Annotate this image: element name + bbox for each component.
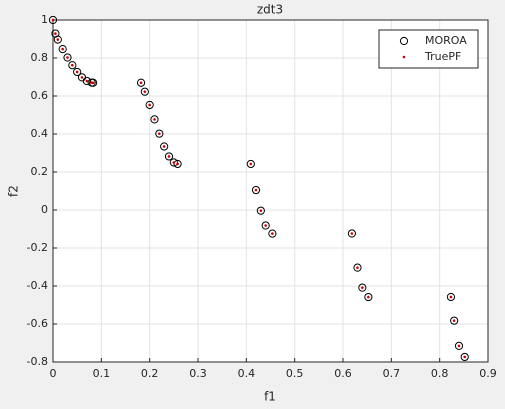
x-tick-label: 0.1 — [93, 367, 111, 380]
y-axis-label: f2 — [7, 185, 21, 197]
point — [261, 221, 270, 230]
point — [56, 38, 60, 41]
x-axis-label: f1 — [264, 390, 276, 404]
point — [158, 132, 161, 135]
legend-label: MOROA — [425, 34, 467, 47]
point — [347, 229, 356, 238]
point — [150, 115, 159, 124]
point — [173, 159, 182, 169]
y-tick-label: -0.6 — [27, 317, 48, 330]
x-tick-label: 0.8 — [431, 367, 449, 380]
point — [160, 142, 169, 151]
point — [367, 295, 370, 299]
point — [68, 61, 77, 70]
point — [446, 292, 456, 302]
point — [454, 341, 464, 351]
point — [145, 100, 154, 110]
point — [450, 316, 459, 325]
point — [48, 15, 58, 25]
point — [153, 118, 156, 121]
point — [176, 162, 179, 166]
point — [256, 206, 265, 215]
x-tick-label: 0.9 — [479, 367, 497, 380]
point — [136, 78, 146, 87]
point — [61, 47, 64, 51]
point — [172, 161, 176, 164]
y-tick-label: 0.4 — [31, 127, 49, 140]
y-tick-label: 1 — [41, 13, 48, 26]
point — [402, 55, 406, 59]
plot-area — [53, 20, 488, 362]
point — [254, 188, 258, 192]
point — [169, 158, 178, 167]
point — [364, 292, 373, 302]
y-tick-label: -0.4 — [27, 279, 48, 292]
legend-label: TruePF — [424, 50, 461, 63]
legend-box — [378, 29, 479, 69]
y-tick-label: 0.6 — [31, 89, 49, 102]
point — [140, 87, 149, 96]
point — [54, 32, 57, 35]
point — [80, 76, 84, 79]
point — [53, 35, 62, 44]
point — [361, 286, 364, 289]
chart-title: zdt3 — [257, 3, 283, 17]
point — [51, 18, 55, 22]
axes-box — [52, 19, 489, 363]
y-tick-label: 0.2 — [31, 165, 49, 178]
point — [71, 63, 74, 67]
x-tick-label: 0.6 — [334, 367, 352, 380]
point — [460, 352, 469, 362]
point — [356, 266, 359, 269]
point — [148, 103, 151, 107]
point — [463, 355, 467, 359]
point — [167, 155, 171, 158]
point — [457, 344, 461, 348]
y-tick-label: 0.8 — [31, 51, 49, 64]
y-tick-label: -0.8 — [27, 355, 48, 368]
point — [58, 45, 67, 54]
x-tick-label: 0.2 — [141, 367, 159, 380]
point — [264, 224, 267, 227]
point — [164, 152, 174, 161]
point — [259, 209, 263, 212]
point — [82, 76, 91, 86]
y-tick-label: -0.2 — [27, 241, 48, 254]
x-tick-label: 0.5 — [286, 367, 304, 380]
point — [155, 129, 164, 138]
point — [449, 295, 453, 299]
point — [66, 56, 69, 59]
point — [249, 162, 253, 166]
point — [246, 159, 255, 169]
point — [85, 79, 89, 83]
point — [73, 67, 82, 77]
point — [358, 283, 367, 292]
point — [399, 36, 409, 46]
point — [271, 232, 274, 235]
point — [75, 70, 79, 74]
point — [350, 232, 354, 235]
point — [143, 90, 147, 93]
x-tick-label: 0.4 — [238, 367, 256, 380]
x-tick-label: 0.7 — [383, 367, 401, 380]
x-tick-label: 0 — [50, 367, 57, 380]
point — [91, 81, 95, 85]
x-tick-label: 0.3 — [189, 367, 207, 380]
point — [162, 145, 166, 148]
point — [139, 81, 143, 85]
point — [251, 185, 261, 195]
point — [452, 319, 456, 322]
point — [353, 263, 362, 272]
point — [268, 229, 277, 238]
point — [63, 53, 72, 62]
y-tick-label: 0 — [41, 203, 48, 216]
point — [89, 78, 98, 87]
